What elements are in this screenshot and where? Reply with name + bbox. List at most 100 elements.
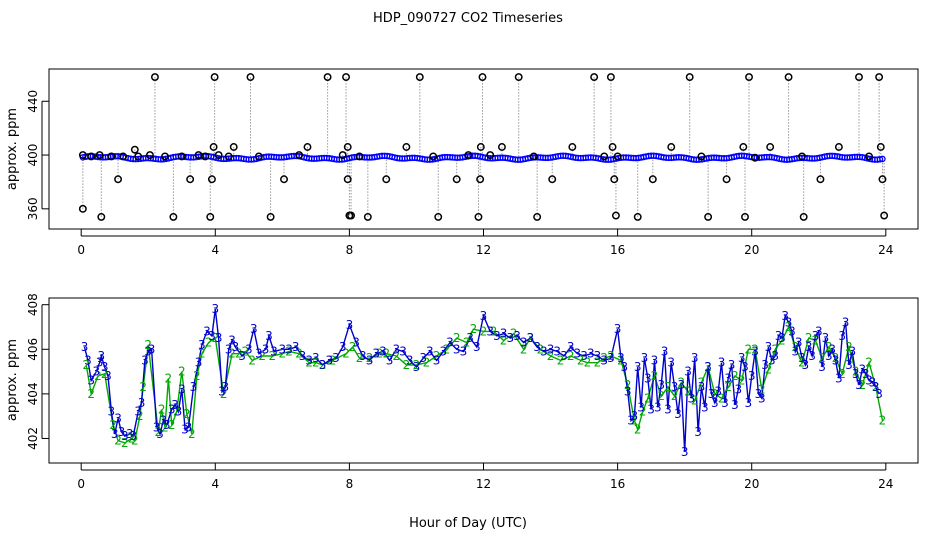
- series-2-point: 2: [94, 369, 102, 383]
- series-2-point: 2: [634, 423, 642, 437]
- series-2-point: 2: [872, 380, 880, 394]
- series-2-point: 2: [480, 324, 488, 338]
- series-2-point: 2: [698, 376, 706, 390]
- series-3-point: 3: [406, 353, 414, 367]
- series-3-point: 3: [802, 358, 810, 372]
- calibration-point: [533, 212, 542, 221]
- calibration-point: [529, 152, 538, 161]
- calibration-point: [878, 175, 887, 184]
- series-3-point: 3: [637, 400, 645, 414]
- series-3-point: 3: [104, 369, 112, 383]
- series-2-point: 2: [220, 387, 228, 401]
- calibration-point: [87, 152, 96, 161]
- calibration-point: [741, 212, 749, 221]
- series-2-point: 2: [470, 322, 478, 336]
- series-2-point: 2: [711, 387, 719, 401]
- series-3-point: 3: [651, 353, 659, 367]
- series-2-point: 2: [183, 407, 191, 421]
- series-3-point: 3: [480, 309, 488, 323]
- series-2-point: 2: [87, 387, 95, 401]
- series-2-point: 2: [510, 327, 518, 341]
- calibration-point: [209, 143, 218, 151]
- series-2-point: 2: [198, 347, 206, 361]
- series-3-point: 3: [439, 345, 447, 359]
- series-3-point: 3: [688, 391, 696, 405]
- series-3-point: 3: [533, 340, 541, 354]
- series-2-point: 2: [557, 353, 565, 367]
- series-3-point: 3: [859, 362, 867, 376]
- series-3-point: 3: [674, 407, 682, 421]
- calibration-point: [78, 151, 87, 160]
- series-2-point: 2: [211, 331, 219, 345]
- series-2-point: 2: [228, 347, 236, 361]
- series-2-point: 2: [154, 425, 162, 439]
- calibration-point: [303, 143, 312, 151]
- series-3-point: 3: [262, 342, 270, 356]
- series-3-point: 3: [822, 331, 830, 345]
- series-2-point: 2: [178, 365, 186, 379]
- series-3-point: 3: [163, 418, 171, 432]
- calibration-point: [751, 153, 760, 162]
- series-3-point: 3: [513, 329, 521, 343]
- series-3-point: 3: [81, 340, 89, 354]
- series-2-point: 2: [139, 380, 147, 394]
- series-3-point: 3: [734, 382, 742, 396]
- series-2-point: 2: [403, 358, 411, 372]
- calibration-point: [613, 152, 622, 161]
- series-2-point: 2: [567, 349, 575, 363]
- series-3-point: 3: [540, 345, 548, 359]
- series-2-point: 2: [433, 349, 441, 363]
- series-2-point: 2: [745, 342, 753, 356]
- calibration-point: [514, 73, 523, 82]
- series-2-point: 2: [382, 347, 390, 361]
- series-3-point: 3: [215, 331, 223, 345]
- series-3-point: 3: [825, 349, 833, 363]
- series-3-point: 3: [473, 340, 481, 354]
- series-3-point: 3: [862, 367, 870, 381]
- series-3-point: 3: [148, 342, 156, 356]
- series-2-point: 2: [738, 374, 746, 388]
- series-2-point: 2: [144, 338, 152, 352]
- series-3-point: 3: [741, 360, 749, 374]
- series-3-point: 3: [567, 340, 575, 354]
- series-3-point: 3: [527, 331, 535, 345]
- series-2-point: 2: [423, 356, 431, 370]
- calibration-point: [95, 151, 104, 160]
- series-3-point: 3: [751, 345, 759, 359]
- calibration-point: [611, 211, 620, 220]
- series-2-point: 2: [691, 394, 699, 408]
- series-3-point: 3: [299, 349, 307, 363]
- series-3-point: 3: [852, 367, 860, 381]
- calibration-point: [347, 211, 356, 220]
- series-3-point: 3: [379, 345, 387, 359]
- series-3-point: 3: [580, 349, 588, 363]
- calibration-point: [590, 73, 599, 82]
- calibration-point: [685, 73, 694, 82]
- series-2-point: 2: [778, 333, 786, 347]
- series-3-point: 3: [507, 331, 515, 345]
- calibration-point: [343, 175, 352, 184]
- calibration-point: [784, 73, 793, 82]
- calibration-point: [429, 152, 438, 161]
- calibration-point: [342, 73, 350, 82]
- series-3-point: 3: [366, 353, 374, 367]
- calibration-point: [134, 152, 143, 161]
- calibration-point: [107, 152, 116, 161]
- series-3-point: 3: [190, 380, 198, 394]
- series-3-point: 3: [413, 360, 421, 374]
- top-y-tick-label: 440: [26, 90, 40, 113]
- calibration-point: [254, 152, 263, 161]
- calibration-point: [280, 175, 288, 184]
- series-3-point: 3: [96, 356, 104, 370]
- series-3-point: 3: [848, 345, 856, 359]
- top-x-tick-label: 4: [211, 243, 219, 257]
- series-3-point: 3: [845, 358, 853, 372]
- series-2-point: 2: [607, 349, 615, 363]
- series-2-point: 2: [242, 345, 250, 359]
- series-2-point: 2: [600, 351, 608, 365]
- calibration-point: [161, 152, 169, 161]
- series-3-point: 3: [664, 402, 672, 416]
- series-3-point: 3: [765, 340, 773, 354]
- series-2-point: 2: [205, 336, 213, 350]
- figure-title: HDP_090727 CO2 Timeseries: [373, 11, 563, 26]
